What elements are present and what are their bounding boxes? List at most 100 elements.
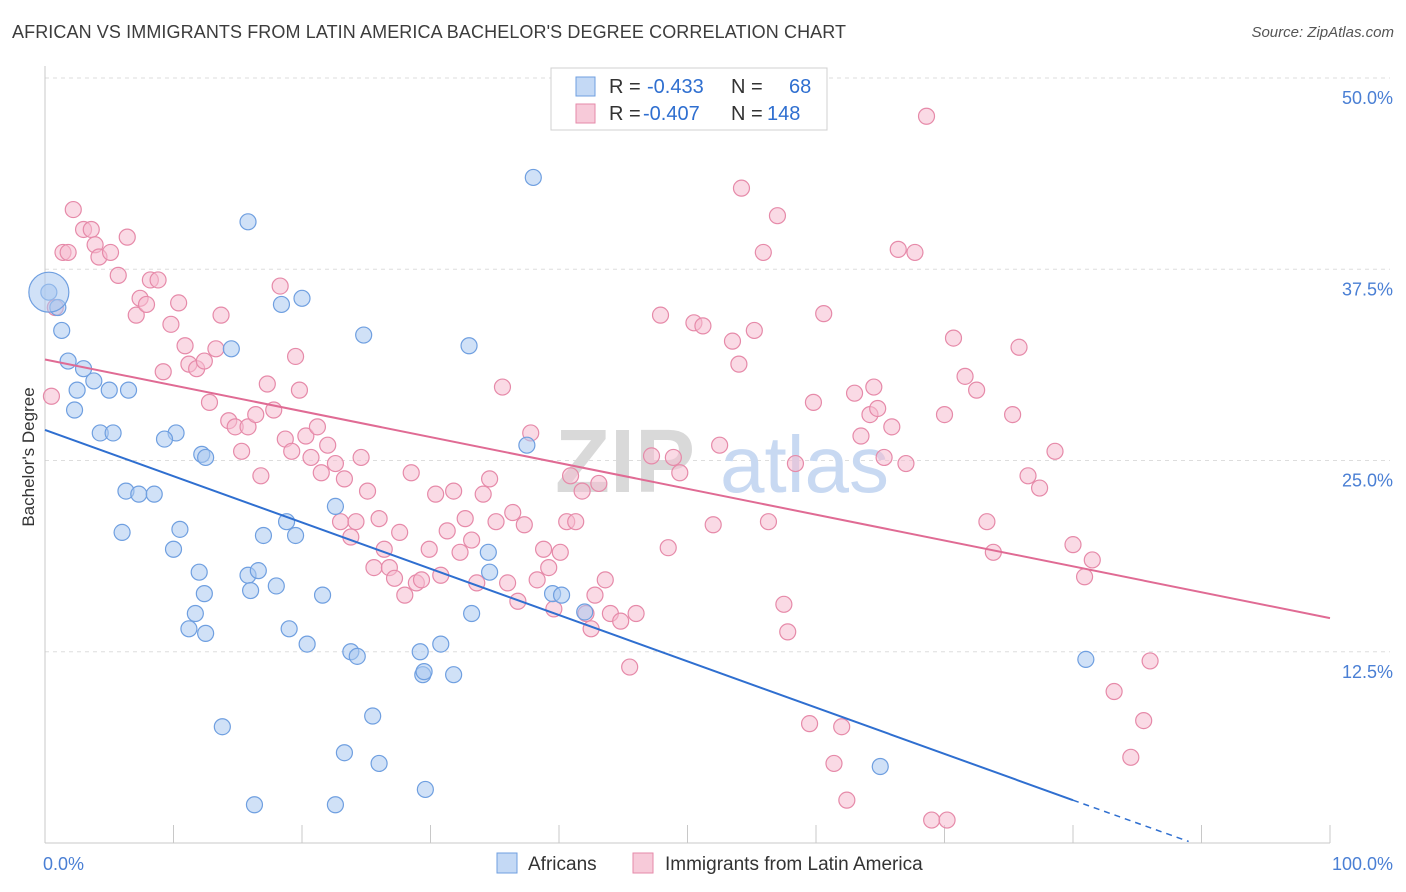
africans-point-40	[298, 635, 316, 653]
latin-america-point-31	[247, 406, 265, 424]
latin-america-point-78	[515, 516, 533, 534]
legend-box	[550, 67, 828, 131]
latin-america-point-140	[978, 513, 996, 531]
latin-america-point-44	[319, 436, 337, 454]
latin-america-point-118	[804, 393, 823, 411]
axes	[44, 66, 1331, 844]
africans-point-63	[245, 796, 264, 814]
latin-america-point-145	[1030, 479, 1049, 497]
latin-america-point-43	[312, 464, 330, 482]
latin-america-point-122	[838, 791, 856, 809]
africans-point-67	[1077, 650, 1095, 669]
latin-america-point-29	[233, 442, 251, 460]
latin-america-point-101	[664, 448, 682, 467]
africans-point-26	[186, 604, 204, 623]
africans-trend-extension	[1072, 799, 1189, 843]
y-tick-label-2: 37.5%	[1342, 279, 1393, 299]
latin-america-point-71	[474, 485, 492, 503]
latin-america-point-116	[786, 454, 805, 473]
latin-america-point-49	[347, 513, 365, 531]
watermark: ZIP atlas	[555, 412, 889, 512]
latin-america-point-96	[621, 658, 639, 676]
latin-america-point-138	[956, 367, 974, 385]
latin-america-point-39	[290, 381, 309, 399]
latin-america-point-18	[162, 315, 180, 333]
africans-point-64	[326, 796, 345, 814]
correlation-legend: R = -0.433 N = 68 R = -0.407 N = 148	[550, 67, 828, 131]
latin-america-point-150	[1105, 682, 1123, 701]
latin-america-point-144	[1019, 467, 1037, 485]
x-tick-label-1: 100.0%	[1332, 854, 1393, 874]
gridlines	[45, 77, 1390, 653]
africans-point-23	[239, 213, 257, 231]
africans-point-57	[481, 563, 499, 581]
latin-america-point-104	[694, 317, 712, 335]
latin-america-point-16	[149, 271, 167, 289]
latin-america-point-131	[897, 454, 915, 473]
latin-america-point-45	[326, 454, 345, 473]
africans-point-15	[113, 523, 131, 542]
legend-n-value-1: 68	[789, 76, 811, 98]
africans-point-34	[272, 295, 291, 314]
latin-america-point-126	[865, 378, 883, 396]
legend-latin-america-label: Immigrants from Latin America	[665, 854, 923, 875]
latin-america-point-25	[207, 340, 225, 358]
africans-point-52	[432, 635, 450, 653]
africans-point-49	[411, 643, 429, 661]
africans-point-27	[197, 624, 215, 642]
x-tick-label-0: 0.0%	[43, 854, 84, 874]
africans-point-21	[197, 448, 215, 467]
latin-america-point-23	[195, 352, 213, 370]
latin-america-point-24	[200, 393, 219, 411]
latin-america-point-117	[800, 715, 819, 733]
latin-america-point-92	[590, 474, 608, 493]
latin-america-point-130	[889, 240, 907, 258]
latin-america-point-72	[481, 470, 499, 488]
africans-point-51	[416, 780, 434, 799]
latin-america-point-127	[869, 399, 887, 418]
latin-america-point-67	[451, 543, 469, 561]
latin-america-point-84	[551, 543, 569, 561]
legend-n-label-2: N =	[731, 103, 763, 125]
latin-america-point-80	[528, 571, 546, 589]
latin-america-point-133	[923, 811, 941, 829]
latin-america-point-123	[845, 384, 864, 402]
latin-america-point-62	[420, 540, 438, 558]
latin-america-point-4	[64, 200, 82, 219]
africans-point-24	[190, 563, 208, 581]
latin-america-point-87	[567, 513, 585, 531]
latin-america-point-99	[651, 306, 670, 324]
africans-point-42	[326, 497, 345, 515]
latin-america-point-3	[59, 243, 77, 262]
latin-america-point-9	[101, 243, 120, 262]
legend-latin-america-swatch	[632, 852, 654, 874]
latin-america-point-112	[759, 513, 778, 531]
chart-title: AFRICAN VS IMMIGRANTS FROM LATIN AMERICA…	[12, 22, 847, 42]
africans-point-11	[119, 381, 138, 399]
latin-america-point-111	[754, 243, 772, 262]
africans-point-2	[53, 321, 71, 340]
africans-point-18	[155, 430, 174, 448]
africans-point-9	[104, 424, 122, 442]
latin-america-point-61	[412, 571, 431, 589]
latin-america-point-11	[118, 228, 136, 246]
latin-america-point-95	[612, 612, 630, 630]
africans-point-3	[59, 352, 77, 370]
latin-america-point-137	[944, 329, 963, 347]
africans-point-46	[355, 326, 373, 344]
x-axis-tick-labels: 0.0% 100.0%	[43, 854, 1393, 874]
y-axis-title: Bachelor's Degree	[19, 387, 38, 526]
africans-point-53	[445, 666, 463, 684]
legend-africans-swatch	[496, 852, 518, 874]
latin-america-point-128	[875, 448, 893, 467]
latin-america-point-30	[239, 418, 257, 436]
latin-america-point-153	[1141, 652, 1159, 670]
africans-point-56	[479, 543, 497, 561]
latin-america-point-100	[659, 539, 677, 557]
latin-america-point-0	[42, 387, 61, 405]
africans-point-66	[871, 757, 889, 776]
latin-america-point-152	[1135, 711, 1153, 730]
latin-america-trend-line	[44, 358, 1331, 620]
latin-america-point-102	[671, 464, 689, 482]
latin-america-point-41	[302, 448, 320, 467]
